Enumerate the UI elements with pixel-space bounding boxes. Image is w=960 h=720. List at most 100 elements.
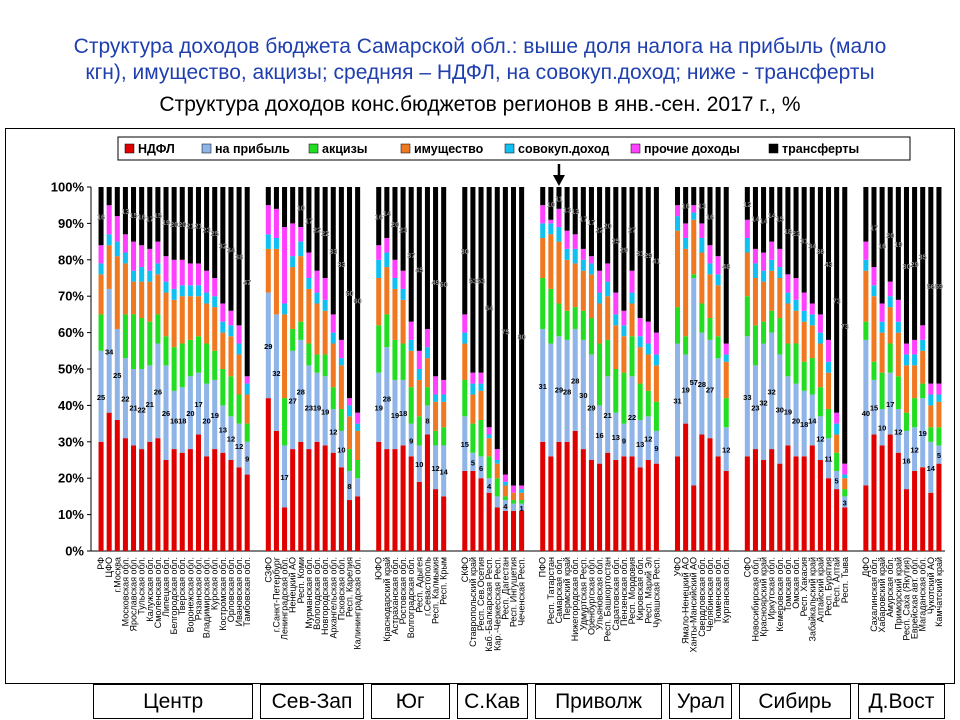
bar-segment-usn bbox=[887, 296, 893, 308]
bar-segment-transfers bbox=[171, 187, 177, 260]
bar-segment-excise bbox=[179, 343, 185, 388]
bar-segment-excise bbox=[338, 409, 344, 431]
profit-data-label: 34 bbox=[105, 347, 114, 356]
bar-segment-other bbox=[510, 485, 517, 493]
category-label: Кар.-Черкесская Респ. bbox=[492, 557, 502, 651]
bar-segment-transfers bbox=[597, 187, 603, 271]
transfers-data-label: 50 bbox=[345, 289, 353, 298]
bar-segment-ndfl bbox=[228, 460, 234, 551]
bar-segment-ndfl bbox=[195, 434, 202, 551]
bar-segment-excise bbox=[817, 387, 823, 417]
bar-segment-property bbox=[785, 303, 791, 344]
bar-segment-excise bbox=[282, 398, 288, 446]
bar-segment-ndfl bbox=[338, 467, 344, 551]
bar-segment-other bbox=[462, 314, 468, 333]
profit-data-label: 10 bbox=[337, 446, 345, 455]
bar-segment-usn bbox=[346, 405, 353, 417]
bar-segment-property bbox=[572, 263, 578, 308]
bar-segment-excise bbox=[478, 419, 484, 457]
profit-data-label: 18 bbox=[800, 420, 808, 429]
profit-data-label: 19 bbox=[321, 407, 329, 416]
category-label: Респ. Татарстан bbox=[546, 557, 556, 624]
transfers-data-label: 73 bbox=[841, 322, 849, 331]
bar-segment-transfers bbox=[408, 187, 414, 322]
category-label: Ханты-Мансийский АО bbox=[689, 557, 699, 653]
bar-segment-property bbox=[195, 296, 202, 337]
bar-segment-excise bbox=[548, 288, 554, 344]
bar-segment-transfers bbox=[220, 187, 226, 304]
profit-data-label: 31 bbox=[673, 396, 681, 405]
bar-segment-other bbox=[346, 398, 353, 406]
bar-segment-property bbox=[494, 463, 500, 479]
transfers-data-label: 16 bbox=[681, 202, 689, 211]
bar-segment-profit bbox=[653, 430, 659, 464]
profit-data-label: 12 bbox=[235, 442, 243, 451]
profit-data-label: 20 bbox=[186, 409, 194, 418]
bar-segment-property bbox=[564, 259, 570, 311]
bar-segment-usn bbox=[139, 267, 145, 282]
bar-segment-profit bbox=[244, 441, 250, 475]
profit-data-label: 14 bbox=[927, 464, 936, 473]
transfers-data-label: 38 bbox=[235, 253, 243, 262]
bar-segment-transfers bbox=[236, 187, 242, 326]
bar-segment-transfers bbox=[556, 187, 562, 209]
profit-data-label: 17 bbox=[280, 473, 288, 482]
category-label: СКФО bbox=[460, 557, 470, 582]
category-label: Ивановская обл. bbox=[234, 557, 244, 626]
bar-segment-other bbox=[131, 241, 137, 271]
bar-segment-transfers bbox=[580, 187, 586, 249]
transfers-data-label: 27 bbox=[628, 225, 636, 234]
bar-segment-excise bbox=[147, 321, 153, 366]
bar-segment-usn bbox=[433, 394, 439, 402]
bar-segment-excise bbox=[887, 343, 893, 373]
bar-segment-property bbox=[220, 332, 226, 369]
bar-segment-transfers bbox=[139, 187, 145, 246]
category-label: Респ. Дагестан bbox=[500, 557, 510, 620]
bar-segment-other bbox=[494, 449, 500, 460]
bar-segment-ndfl bbox=[621, 456, 627, 551]
category-label: Респ. Марий Эл bbox=[643, 557, 653, 624]
bar-segment-property bbox=[98, 274, 104, 315]
category-label: Удмуртская Респ. bbox=[578, 557, 588, 630]
bar-segment-property bbox=[895, 332, 901, 377]
category-label: Кировская обл. bbox=[635, 557, 645, 620]
profit-data-label: 9 bbox=[245, 455, 249, 464]
bar-segment-ndfl bbox=[707, 438, 713, 551]
transfers-data-label: 59 bbox=[935, 282, 943, 291]
bar-segment-other bbox=[809, 303, 815, 315]
title-line-2: кгн), имущество, акцизы; средняя – НДФЛ,… bbox=[85, 61, 875, 84]
transfers-data-label: 64 bbox=[485, 304, 494, 313]
bar-segment-ndfl bbox=[653, 463, 659, 551]
bar-segment-usn bbox=[752, 263, 758, 278]
profit-data-label: 16 bbox=[170, 416, 178, 425]
profit-data-label: 6 bbox=[479, 464, 483, 473]
bar-segment-other bbox=[212, 278, 218, 297]
bar-segment-usn bbox=[580, 259, 586, 271]
bar-segment-transfers bbox=[572, 187, 578, 235]
bar-segment-transfers bbox=[769, 187, 775, 242]
category-label: Архангельская обл. bbox=[328, 557, 338, 639]
category-label: Респ. Адыгея bbox=[414, 557, 424, 613]
bar-segment-profit bbox=[769, 332, 775, 450]
bar-segment-transfers bbox=[936, 187, 942, 384]
bar-segment-usn bbox=[470, 383, 476, 395]
bar-segment-transfers bbox=[588, 187, 594, 257]
profit-data-label: 31 bbox=[539, 382, 547, 391]
profit-data-label: 28 bbox=[571, 376, 579, 385]
bar-segment-excise bbox=[171, 347, 177, 391]
transfers-data-label: 32 bbox=[219, 242, 227, 251]
region-label: Урал bbox=[669, 684, 733, 719]
bar-segment-ndfl bbox=[510, 510, 517, 551]
category-label: Еврейская авт. обл. bbox=[910, 557, 920, 639]
bar-segment-usn bbox=[699, 237, 705, 253]
bar-segment-profit bbox=[540, 328, 546, 442]
bar-segment-transfers bbox=[723, 187, 729, 344]
bar-segment-other bbox=[871, 267, 877, 286]
bar-segment-transfers bbox=[519, 187, 525, 486]
bar-segment-transfers bbox=[228, 187, 234, 311]
bar-segment-usn bbox=[928, 394, 934, 406]
bar-segment-transfers bbox=[903, 187, 909, 344]
category-label: ДФО bbox=[861, 557, 871, 577]
profit-data-label: 18 bbox=[399, 409, 407, 418]
bar-segment-profit bbox=[265, 292, 271, 399]
